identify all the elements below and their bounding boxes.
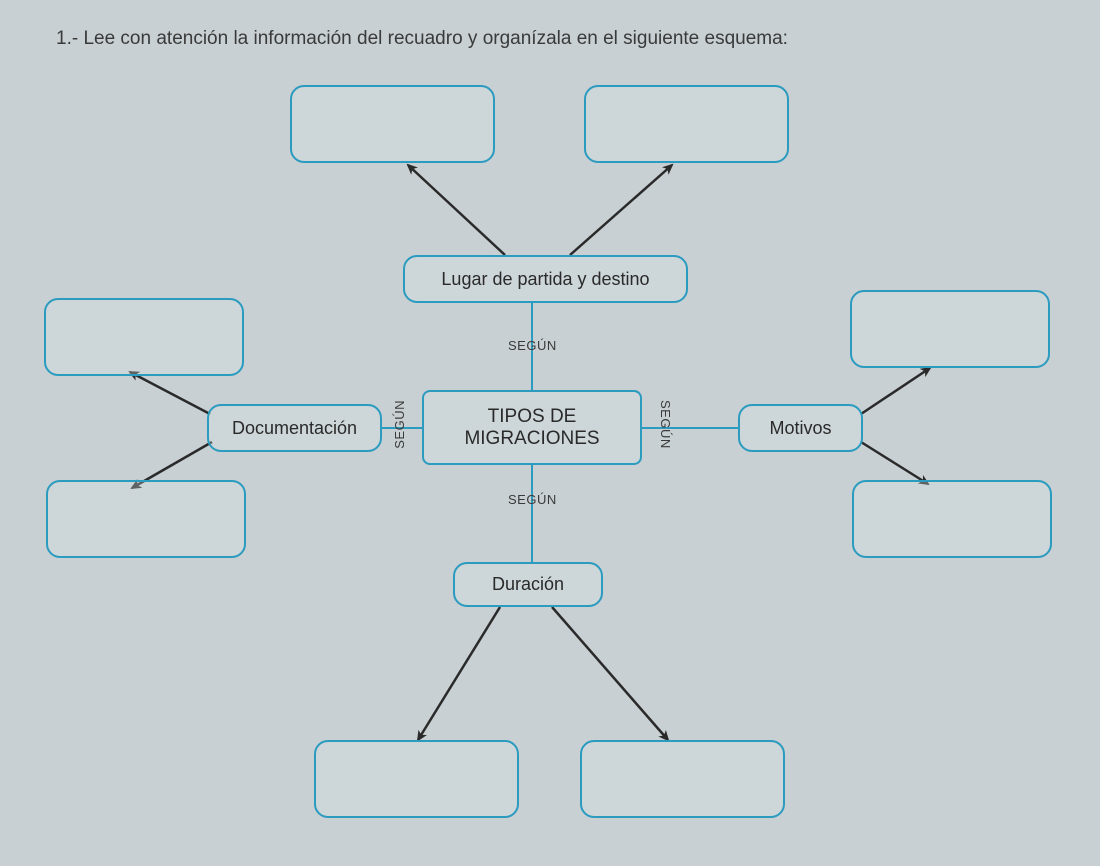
instruction-text: 1.- Lee con atención la información del …	[56, 28, 788, 50]
empty-box-right-lower	[852, 480, 1052, 558]
empty-box-left-upper	[44, 298, 244, 376]
empty-box-right-upper	[850, 290, 1050, 368]
bottom-category-label: Duración	[492, 574, 564, 595]
empty-box-top-left	[290, 85, 495, 163]
edge-label-top: SEGÚN	[508, 338, 557, 353]
empty-box-bottom-left	[314, 740, 519, 818]
edge-label-bottom: SEGÚN	[508, 492, 557, 507]
edge-label-right: SEGÚN	[658, 400, 673, 449]
center-box: TIPOS DEMIGRACIONES	[422, 390, 642, 465]
edge-label-left: SEGÚN	[392, 400, 407, 449]
empty-box-top-right	[584, 85, 789, 163]
left-category-label: Documentación	[232, 418, 357, 439]
center-label: TIPOS DEMIGRACIONES	[464, 406, 599, 450]
empty-box-left-lower	[46, 480, 246, 558]
empty-box-bottom-right	[580, 740, 785, 818]
top-category-box: Lugar de partida y destino	[403, 255, 688, 303]
right-category-box: Motivos	[738, 404, 863, 452]
right-category-label: Motivos	[769, 418, 831, 439]
left-category-box: Documentación	[207, 404, 382, 452]
bottom-category-box: Duración	[453, 562, 603, 607]
top-category-label: Lugar de partida y destino	[441, 269, 649, 290]
